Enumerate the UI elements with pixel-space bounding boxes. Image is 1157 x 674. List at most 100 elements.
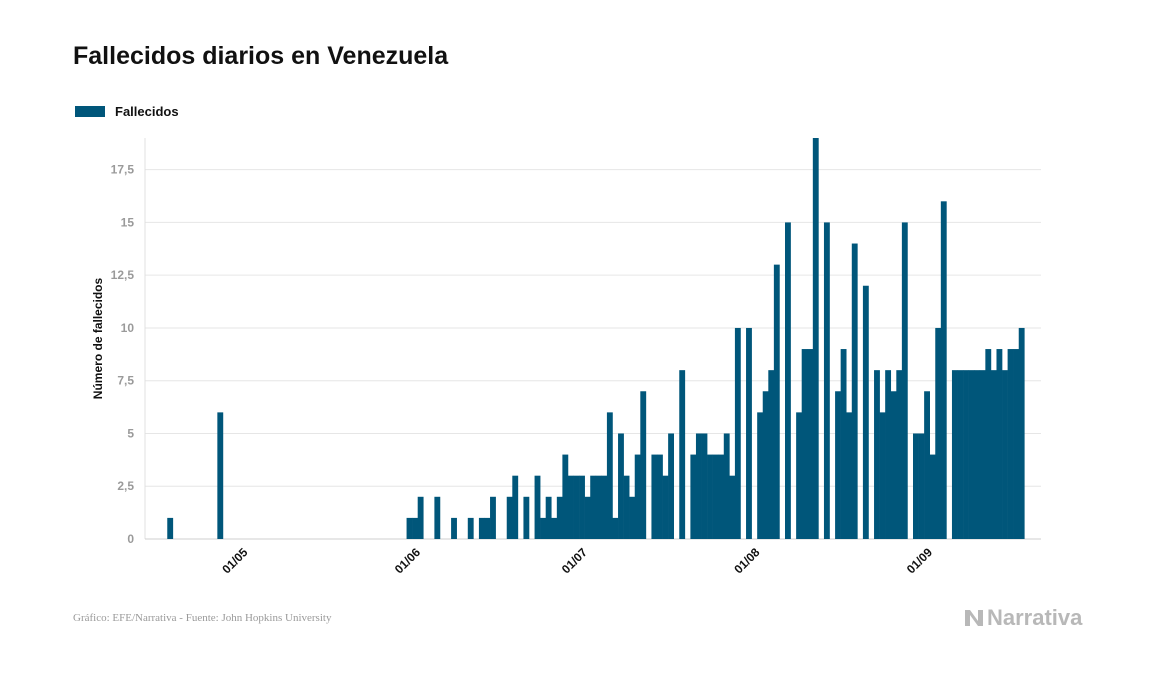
bar xyxy=(918,433,925,539)
bar xyxy=(701,433,708,539)
bar xyxy=(506,496,513,539)
bar xyxy=(974,370,981,539)
bar xyxy=(773,264,780,539)
bar xyxy=(651,454,658,539)
bar xyxy=(913,433,919,539)
legend-label: Fallecidos xyxy=(115,104,179,119)
bar xyxy=(957,370,964,539)
bar xyxy=(523,496,530,539)
bar xyxy=(556,496,563,539)
bar xyxy=(734,327,741,539)
bar xyxy=(434,496,441,539)
bar xyxy=(629,496,636,539)
x-tick-label: 01/07 xyxy=(559,545,590,576)
bar xyxy=(746,327,752,539)
bar xyxy=(879,412,886,539)
bar xyxy=(990,370,997,539)
bar xyxy=(612,517,619,539)
legend: Fallecidos xyxy=(75,104,179,119)
bar xyxy=(924,391,930,539)
bar xyxy=(1002,370,1008,539)
bar xyxy=(951,370,958,539)
bar xyxy=(640,391,647,539)
bar xyxy=(1013,349,1020,539)
bar xyxy=(451,517,457,539)
source-footer: Gráfico: EFE/Narrativa - Fuente: John Ho… xyxy=(73,612,332,624)
chart-title: Fallecidos diarios en Venezuela xyxy=(73,42,449,70)
y-tick-label: 15 xyxy=(121,215,135,229)
bar xyxy=(590,475,597,539)
bar xyxy=(985,349,992,539)
bar xyxy=(785,222,791,539)
bar xyxy=(807,349,814,539)
x-tick-label: 01/05 xyxy=(219,545,250,576)
bar xyxy=(823,222,830,539)
bar xyxy=(467,517,474,539)
bar xyxy=(896,370,903,539)
y-tick-label: 7,5 xyxy=(117,374,134,388)
bar xyxy=(690,454,697,539)
bar xyxy=(534,475,541,539)
bar xyxy=(668,433,674,539)
bar xyxy=(567,475,574,539)
bar xyxy=(762,391,769,539)
bar xyxy=(573,475,580,539)
bar xyxy=(595,475,602,539)
bar xyxy=(478,517,485,539)
bar xyxy=(584,496,591,539)
bar xyxy=(417,496,424,539)
y-tick-label: 2,5 xyxy=(117,479,134,493)
bar xyxy=(979,370,986,539)
bar xyxy=(935,327,942,539)
bar xyxy=(540,517,546,539)
bar xyxy=(840,349,847,539)
bar xyxy=(796,412,802,539)
bar xyxy=(801,349,808,539)
bar xyxy=(490,496,496,539)
bar xyxy=(657,454,663,539)
bar xyxy=(768,370,775,539)
bar xyxy=(846,412,853,539)
bar xyxy=(729,475,736,539)
bar xyxy=(579,475,585,539)
bar xyxy=(890,391,897,539)
x-tick-label: 01/08 xyxy=(731,545,762,576)
bar xyxy=(634,454,641,539)
brand-logo: Narrativa xyxy=(964,605,1082,631)
bar xyxy=(718,454,725,539)
bar xyxy=(812,138,819,539)
bar xyxy=(968,370,975,539)
bar xyxy=(601,475,608,539)
bar xyxy=(851,243,858,540)
bar xyxy=(623,475,630,539)
bar xyxy=(757,412,764,539)
bar xyxy=(1018,327,1025,539)
y-tick-label: 0 xyxy=(127,532,134,546)
y-axis-label: Número de fallecidos xyxy=(91,277,105,399)
x-tick-label: 01/09 xyxy=(904,545,935,576)
bar xyxy=(406,517,413,539)
bar xyxy=(606,412,613,539)
bar xyxy=(862,285,869,539)
bar xyxy=(695,433,702,539)
y-tick-label: 5 xyxy=(127,426,134,440)
legend-swatch xyxy=(75,106,105,117)
bar xyxy=(963,370,969,539)
bar xyxy=(901,222,908,539)
bar xyxy=(562,454,569,539)
bar xyxy=(712,454,719,539)
bar xyxy=(512,475,519,539)
bar xyxy=(217,412,224,539)
brand-name: Narrativa xyxy=(987,605,1083,630)
x-tick-label: 01/06 xyxy=(392,545,423,576)
bar xyxy=(929,454,936,539)
y-tick-label: 10 xyxy=(121,321,135,335)
bar xyxy=(484,517,491,539)
bar xyxy=(996,349,1003,539)
bar xyxy=(551,517,558,539)
narrativa-logo-icon xyxy=(965,610,983,626)
bar xyxy=(167,517,174,539)
bar xyxy=(545,496,552,539)
bar xyxy=(662,475,669,539)
bar xyxy=(1007,349,1014,539)
